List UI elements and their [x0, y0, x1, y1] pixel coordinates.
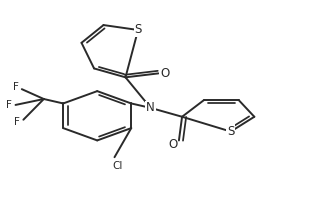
Text: S: S	[227, 125, 235, 138]
Text: N: N	[146, 101, 155, 114]
Text: S: S	[134, 23, 142, 36]
Text: F: F	[14, 117, 20, 127]
Text: Cl: Cl	[113, 161, 123, 171]
Text: O: O	[168, 138, 177, 151]
Text: F: F	[6, 100, 12, 110]
Text: F: F	[13, 82, 18, 92]
Text: O: O	[160, 67, 169, 80]
